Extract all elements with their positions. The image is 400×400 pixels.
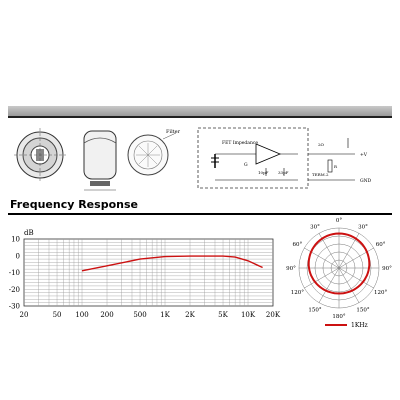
polar-angle-label: 30° <box>310 224 320 230</box>
x-tick-label: 2K <box>185 311 195 319</box>
response-curve <box>82 256 263 271</box>
filter-label: Filter <box>166 129 181 135</box>
x-tick-label: 5K <box>218 311 228 319</box>
cap1-label: 10pF <box>258 170 269 175</box>
output-label: +V <box>360 152 368 158</box>
fet-schematic: FET Impedance G 10pF 33pF <box>198 128 308 188</box>
resistor-label: R <box>334 164 338 169</box>
capsule-side-view <box>84 131 116 190</box>
polar-angle-label: 120° <box>291 290 304 296</box>
ground-label: GND <box>360 178 372 184</box>
polar-angle-label: 60° <box>376 242 386 248</box>
frequency-response-title: Frequency Response <box>10 198 138 211</box>
polar-angle-label: 150° <box>356 308 369 314</box>
polar-pattern-chart: 0° 30° 30° 60° 60° 90° 90° 120° 120° 150° 150° 180°… <box>285 215 395 335</box>
chart-grid <box>24 239 273 306</box>
polar-angle-label: 120° <box>374 290 387 296</box>
polar-angle-label: 90° <box>286 266 296 272</box>
polar-grid <box>299 228 379 308</box>
x-tick-label: 500 <box>133 311 146 319</box>
polar-spoke <box>339 268 359 303</box>
polar-angle-label: 180° <box>332 314 345 320</box>
filter-view: Filter <box>128 129 181 175</box>
polar-spoke <box>319 268 339 303</box>
separator-bar <box>8 106 392 118</box>
term-label: TERM.2 <box>312 172 329 177</box>
polar-angle-label: 0° <box>336 218 342 224</box>
capsule-front-view <box>14 128 66 182</box>
x-tick-label: 20K <box>266 311 281 319</box>
y-axis-label: dB <box>24 229 34 237</box>
res-value-label: 2Ω <box>318 142 325 147</box>
polar-angle-label: 150° <box>308 308 321 314</box>
gate-label: G <box>244 162 248 168</box>
x-tick-label: 1K <box>160 311 170 319</box>
x-tick-label: 100 <box>75 311 88 319</box>
x-tick-label: 10K <box>241 311 256 319</box>
x-tick-label: 20 <box>20 311 29 319</box>
chart-series <box>82 256 263 271</box>
legend-label: 1KHz <box>351 322 368 329</box>
polar-angle-label: 30° <box>358 224 368 230</box>
y-tick-label: -20 <box>9 286 20 294</box>
y-tick-label: 10 <box>11 236 20 244</box>
y-tick-label: 0 <box>16 252 20 260</box>
x-tick-label: 50 <box>53 311 62 319</box>
cap2-label: 33pF <box>278 170 289 175</box>
polar-angle-label: 60° <box>293 242 303 248</box>
polar-angle-label: 90° <box>382 266 392 272</box>
y-tick-label: -30 <box>9 303 20 311</box>
x-tick-label: 200 <box>100 311 113 319</box>
y-tick-label: -10 <box>9 269 20 277</box>
impedance-label: FET Impedance <box>222 140 258 146</box>
output-circuit: R 2Ω +V GND TERM.2 <box>308 138 372 184</box>
